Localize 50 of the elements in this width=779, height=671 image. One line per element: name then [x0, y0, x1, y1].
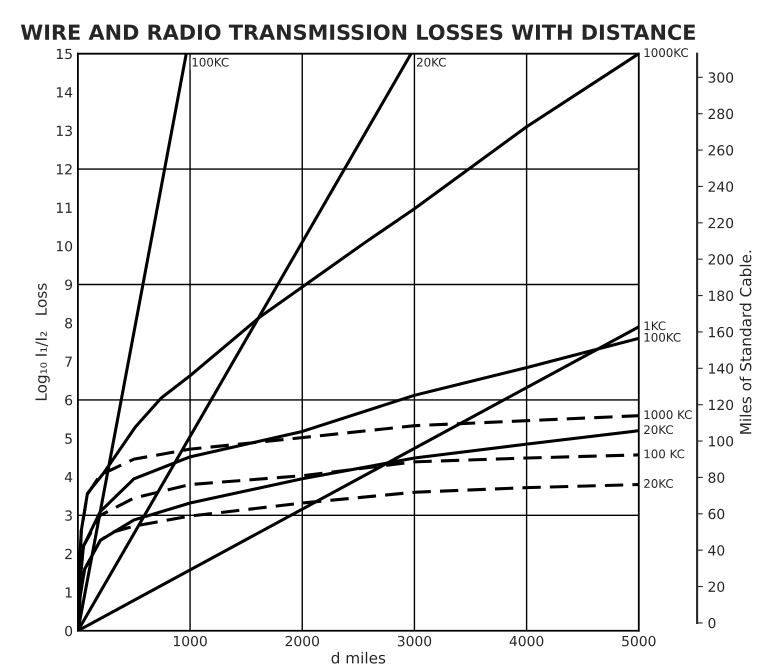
y-tick-label: 3 [65, 510, 72, 521]
y2-tick-label: 200 [708, 254, 734, 265]
x-tick-label: 5000 [622, 636, 656, 646]
y-tick-label: 7 [65, 356, 72, 367]
y-tick-label: 2 [65, 548, 72, 560]
y2-tick-label: 300 [708, 72, 734, 83]
y2-tick-label: 0 [708, 618, 716, 628]
y-tick-label: 9 [65, 279, 72, 290]
series-label: 20KC [644, 425, 673, 434]
x-tick-label: 1000 [174, 636, 207, 646]
y2-tick-label: 100 [709, 436, 734, 447]
y-tick-label: 10 [56, 241, 72, 252]
y-tick-label: 13 [56, 126, 72, 136]
series-label: 100KC [644, 332, 680, 342]
y2-tick-label: 160 [709, 326, 734, 338]
y-tick-label: 14 [56, 87, 72, 98]
series-label: 100KC [192, 58, 229, 67]
y-tick-label: 4 [64, 472, 72, 482]
series-label: 100 KC [644, 449, 684, 458]
y-tick-label: 5 [65, 434, 72, 444]
x-tick-label: 2000 [286, 636, 320, 646]
y2-tick-label: 140 [709, 363, 734, 374]
series-label: 1KC [644, 321, 666, 330]
series-label: 1000KC [644, 48, 688, 58]
series-label: 1000 KC [644, 410, 692, 420]
y2-tick-label: 20 [708, 582, 724, 592]
y-tick-label: 0 [65, 626, 72, 636]
series-label: 20KC [416, 58, 446, 67]
y2-tick-label: 120 [709, 400, 734, 410]
y2-tick-label: 280 [708, 108, 734, 120]
series-label: 20KC [644, 479, 673, 488]
y-tick-label: 6 [65, 394, 72, 406]
y-tick-label: 11 [56, 202, 72, 213]
y2-tick-label: 260 [708, 145, 734, 156]
y-axis-title: Log₁₀ I₁/I₂ Loss [35, 284, 50, 400]
y2-tick-label: 80 [708, 472, 724, 483]
chart-title: WIRE AND RADIO TRANSMISSION LOSSES WITH DISTANCE [20, 24, 695, 40]
y2-tick-label: 40 [708, 545, 724, 556]
y2-tick-label: 220 [708, 218, 734, 228]
y2-axis-title: Miles of Standard Cable. [740, 250, 752, 434]
x-axis-title: d miles [332, 652, 386, 664]
y2-tick-label: 60 [708, 508, 724, 520]
x-tick-label: 3000 [398, 636, 432, 646]
y-tick-label: 1 [66, 587, 72, 598]
y-tick-label: 15 [56, 48, 72, 60]
y2-tick-label: 180 [709, 290, 734, 302]
y2-tick-label: 240 [708, 181, 734, 192]
y-tick-label: 12 [56, 164, 72, 174]
x-tick-label: 4000 [510, 636, 544, 646]
y-tick-label: 8 [65, 318, 72, 328]
